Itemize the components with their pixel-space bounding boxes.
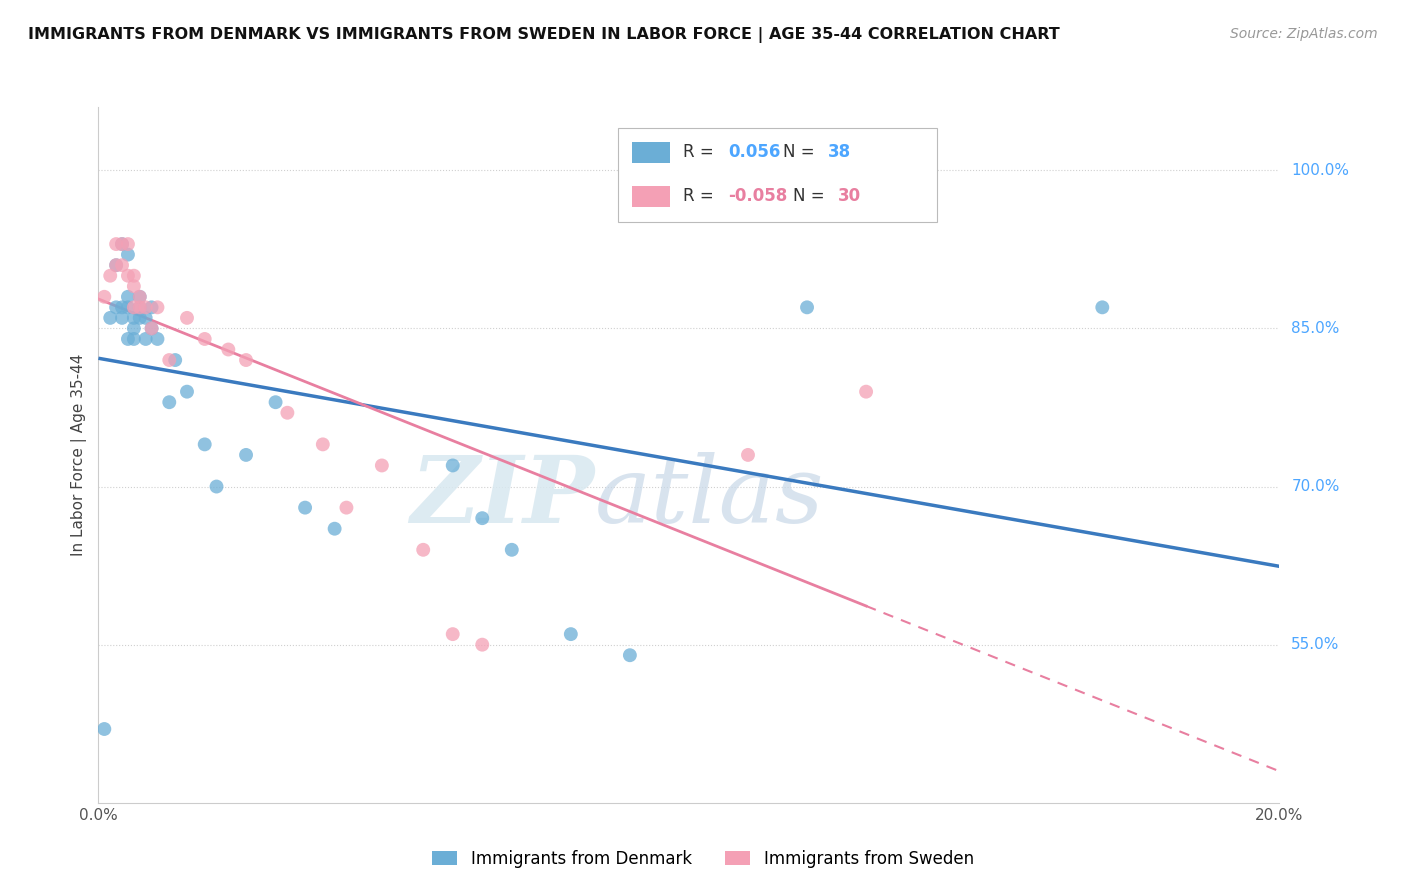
Point [146,332,169,346]
Point [122,310,145,325]
Point [855,384,877,399]
Y-axis label: In Labor Force | Age 35-44: In Labor Force | Age 35-44 [72,354,87,556]
Point [135,301,157,315]
Text: 38: 38 [828,144,852,161]
Point [335,500,357,515]
Point [122,321,145,335]
Point [412,542,434,557]
Text: 70.0%: 70.0% [1291,479,1340,494]
Point [128,290,150,304]
Point [128,301,150,315]
Point [135,310,157,325]
Point [141,321,163,335]
Point [737,448,759,462]
Point [312,437,335,451]
Point [471,638,494,652]
Legend: Immigrants from Denmark, Immigrants from Sweden: Immigrants from Denmark, Immigrants from… [426,844,980,875]
Point [235,448,257,462]
Point [105,301,128,315]
Point [117,290,139,304]
Point [122,268,145,283]
Point [1091,301,1114,315]
FancyBboxPatch shape [619,128,936,222]
Point [122,279,145,293]
Point [141,301,163,315]
Point [117,332,139,346]
Point [98,268,121,283]
Point [146,301,169,315]
Point [111,237,134,252]
Point [560,627,582,641]
Point [128,290,150,304]
FancyBboxPatch shape [633,186,671,207]
Text: 30: 30 [838,187,860,205]
Point [111,237,134,252]
Point [194,332,217,346]
Point [135,332,157,346]
Point [501,542,523,557]
Point [176,384,198,399]
Text: -0.058: -0.058 [728,187,787,205]
Point [117,268,139,283]
Point [441,627,464,641]
Point [619,648,641,663]
Point [157,353,180,368]
Point [176,310,198,325]
Text: Source: ZipAtlas.com: Source: ZipAtlas.com [1230,27,1378,41]
Point [122,332,145,346]
Point [105,258,128,272]
Point [93,290,115,304]
Point [441,458,464,473]
Text: N =: N = [793,187,830,205]
FancyBboxPatch shape [633,142,671,162]
Point [217,343,239,357]
Point [128,301,150,315]
Point [796,301,818,315]
Text: 85.0%: 85.0% [1291,321,1340,336]
Point [105,237,128,252]
Point [157,395,180,409]
Point [105,258,128,272]
Point [117,237,139,252]
Point [165,353,187,368]
Text: 100.0%: 100.0% [1291,163,1350,178]
Point [264,395,287,409]
Point [117,247,139,261]
Point [235,353,257,368]
Point [111,258,134,272]
Text: R =: R = [683,144,718,161]
Point [98,310,121,325]
Point [111,310,134,325]
Text: R =: R = [683,187,718,205]
Point [294,500,316,515]
Point [323,522,346,536]
Text: N =: N = [783,144,820,161]
Text: 0.056: 0.056 [728,144,780,161]
Point [111,301,134,315]
Point [122,301,145,315]
Point [371,458,394,473]
Point [471,511,494,525]
Text: IMMIGRANTS FROM DENMARK VS IMMIGRANTS FROM SWEDEN IN LABOR FORCE | AGE 35-44 COR: IMMIGRANTS FROM DENMARK VS IMMIGRANTS FR… [28,27,1060,43]
Text: atlas: atlas [595,451,824,541]
Point [128,310,150,325]
Point [276,406,298,420]
Point [205,479,228,493]
Point [93,722,115,736]
Point [141,321,163,335]
Point [194,437,217,451]
Point [117,301,139,315]
Text: 55.0%: 55.0% [1291,637,1340,652]
Text: ZIP: ZIP [411,451,595,541]
